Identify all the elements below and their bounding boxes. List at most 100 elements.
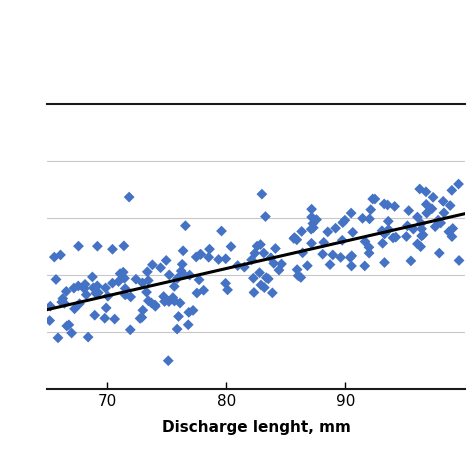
Point xyxy=(326,261,334,268)
Point xyxy=(151,301,159,309)
Point xyxy=(222,255,229,263)
Point xyxy=(367,206,374,213)
Point xyxy=(127,293,135,301)
Point xyxy=(206,246,213,253)
Point xyxy=(160,293,167,301)
Point xyxy=(75,242,82,250)
Point xyxy=(448,233,456,240)
Point xyxy=(251,249,259,257)
Point xyxy=(46,317,54,324)
Point xyxy=(440,209,448,217)
Point xyxy=(414,240,421,248)
Point xyxy=(165,298,173,305)
Point xyxy=(173,274,181,282)
Point xyxy=(218,227,225,235)
Point xyxy=(270,260,278,267)
Point xyxy=(51,253,58,261)
Point xyxy=(227,243,235,250)
Point xyxy=(337,254,345,261)
Point xyxy=(264,275,272,283)
Point xyxy=(261,284,268,292)
Point xyxy=(428,205,436,212)
Point xyxy=(256,241,264,248)
Point xyxy=(348,252,356,260)
Point xyxy=(416,185,423,193)
Point xyxy=(332,224,339,232)
Point xyxy=(76,300,83,308)
Point xyxy=(423,210,430,217)
Point xyxy=(269,289,276,297)
Point xyxy=(361,238,369,246)
Point xyxy=(120,242,128,250)
Point xyxy=(65,321,73,328)
Point xyxy=(109,246,116,253)
Point xyxy=(253,242,261,250)
Point xyxy=(267,254,274,262)
Point xyxy=(57,251,64,259)
Point xyxy=(248,256,255,264)
Point xyxy=(81,281,89,288)
Point xyxy=(293,236,301,244)
Point xyxy=(378,227,386,235)
Point xyxy=(422,201,430,208)
Point xyxy=(171,297,178,305)
Point xyxy=(307,226,315,233)
Point xyxy=(290,235,298,242)
Point xyxy=(102,304,110,312)
Point xyxy=(385,226,392,233)
Point xyxy=(121,291,129,299)
Point xyxy=(173,325,181,333)
Point xyxy=(402,233,410,240)
Point xyxy=(145,277,152,284)
Point xyxy=(308,239,315,247)
Point xyxy=(101,314,109,322)
Point xyxy=(127,326,134,334)
Point xyxy=(205,254,212,261)
Point xyxy=(291,234,298,241)
Point xyxy=(82,291,90,299)
Point xyxy=(179,270,187,278)
Point xyxy=(405,207,412,214)
Point xyxy=(176,299,184,307)
Point xyxy=(74,282,82,290)
Point xyxy=(418,219,425,227)
Point xyxy=(71,305,78,312)
Point xyxy=(70,284,78,292)
Point xyxy=(313,216,320,223)
Point xyxy=(297,273,305,281)
Point xyxy=(299,249,306,256)
Point xyxy=(339,219,346,227)
Point xyxy=(139,279,146,287)
Point xyxy=(310,224,317,232)
Point xyxy=(365,249,373,257)
Point xyxy=(447,202,454,210)
Point xyxy=(346,254,354,261)
Point xyxy=(241,264,248,271)
Point xyxy=(121,285,129,292)
Point xyxy=(196,251,204,258)
Point xyxy=(119,268,127,276)
Point xyxy=(319,250,327,258)
Point xyxy=(234,262,241,269)
Point xyxy=(436,249,443,257)
Point xyxy=(186,271,193,279)
Point xyxy=(61,300,68,307)
Point xyxy=(293,266,301,273)
Point xyxy=(257,281,265,289)
Point xyxy=(437,219,445,227)
Point xyxy=(138,314,146,321)
Point xyxy=(381,259,388,266)
Point xyxy=(256,269,264,276)
Point xyxy=(136,315,144,322)
Point xyxy=(404,222,411,229)
Point xyxy=(145,297,152,305)
Point xyxy=(369,195,376,203)
Point xyxy=(381,200,388,208)
Point xyxy=(434,216,442,224)
Point xyxy=(414,213,421,221)
Point xyxy=(341,217,349,224)
Point xyxy=(115,278,122,285)
Point xyxy=(59,295,66,302)
Point xyxy=(93,282,101,290)
Point xyxy=(294,272,302,280)
